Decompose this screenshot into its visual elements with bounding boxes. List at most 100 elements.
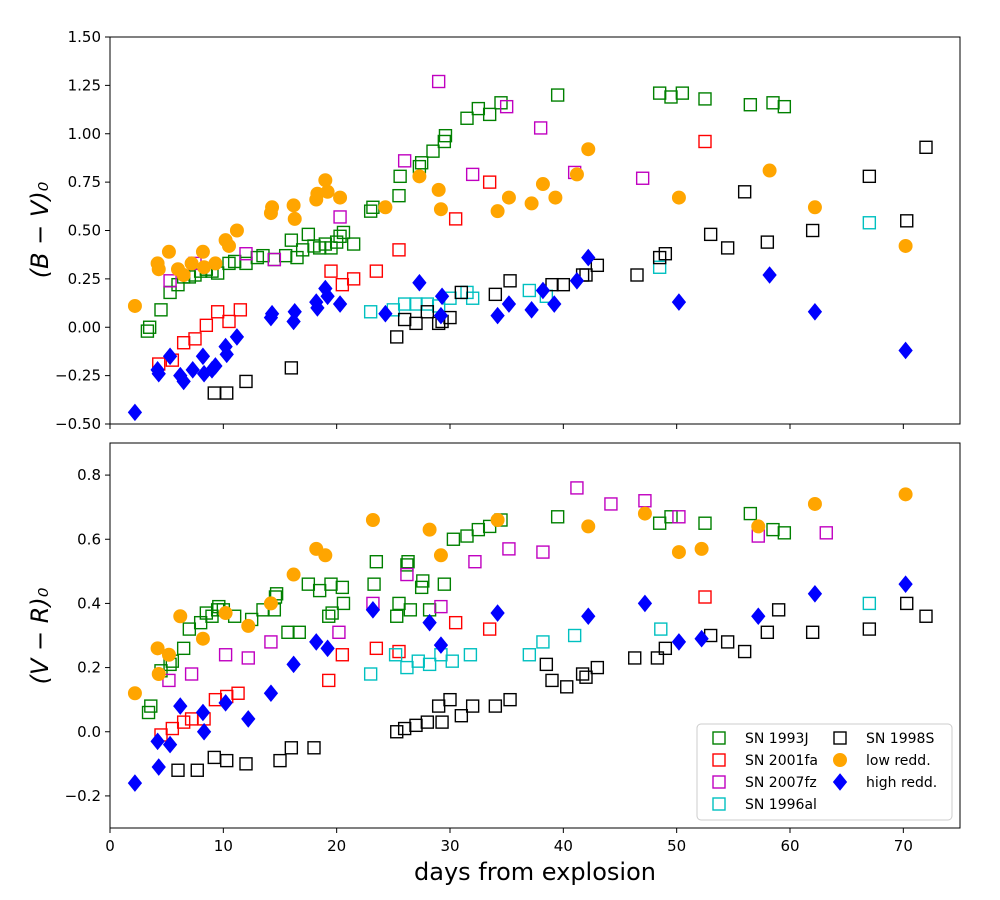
bv-ytick-label: −0.25 (55, 367, 101, 385)
vr-series-sn-2001fa (154, 590, 712, 742)
bv-ytick-label: 0.25 (68, 270, 101, 288)
vr-data-point (239, 757, 253, 771)
vr-data-point (390, 725, 404, 739)
bv-data-point (414, 156, 429, 170)
xlabel: days from explosion (414, 858, 656, 886)
bv-data-point (176, 372, 191, 391)
vr-data-point (401, 555, 415, 569)
vr-data-point (766, 522, 780, 537)
vr-data-point (363, 667, 378, 681)
vr-data-point (324, 577, 338, 591)
vr-data-point (448, 615, 463, 630)
bv-data-point (176, 268, 191, 283)
vr-data-point (694, 541, 709, 556)
bv-data-point (161, 244, 176, 259)
bv-data-point (284, 233, 299, 247)
bv-data-point (393, 169, 407, 184)
vr-data-point (162, 673, 176, 688)
bv-data-point (378, 200, 393, 215)
bv-data-point (318, 279, 333, 298)
bv-data-point (454, 285, 469, 300)
vr-data-point (144, 699, 158, 713)
bv-data-point (431, 74, 446, 89)
bv-data-point (378, 304, 393, 323)
bv-ytick-label: 1.25 (68, 76, 101, 94)
bv-data-point (397, 312, 412, 327)
vr-data-point (672, 510, 686, 524)
bv-data-point (369, 264, 384, 278)
bv-data-point (199, 318, 214, 333)
vr-data-point (220, 753, 234, 768)
bv-data-point (265, 200, 280, 215)
vr-data-point (322, 609, 336, 623)
bv-data-point (535, 177, 550, 192)
bv-data-point (127, 403, 143, 422)
bv-data-point (397, 154, 412, 168)
vr-data-point (182, 622, 197, 636)
legend-label: SN 1998S (866, 731, 934, 747)
bv-data-point (898, 341, 913, 360)
vr-data-point (286, 567, 301, 582)
bottom-panel-vr: 0 10 20 30 40 50 60 70 −0.2 0.0 0.2 0.4 0.6 0.8 (65, 442, 961, 855)
vr-data-point (176, 715, 191, 729)
vr-data-point (335, 648, 350, 662)
bv-data-point (501, 190, 516, 205)
bv-data-point (222, 314, 236, 329)
vr-data-point (658, 641, 673, 656)
vr-series-sn-1998s (171, 596, 933, 777)
legend-marker (712, 753, 726, 767)
vr-data-point (322, 673, 336, 688)
vr-data-point (184, 667, 199, 681)
bv-data-point (320, 184, 335, 199)
bv-data-point (264, 304, 280, 323)
bv-data-point (335, 277, 350, 292)
bv-ytick-label: 0.75 (68, 173, 101, 191)
legend-marker (712, 797, 726, 811)
bv-ytick-label: 1.50 (68, 28, 101, 46)
vr-data-point (335, 580, 350, 595)
xtick-label: 30 (440, 837, 459, 855)
bv-data-point (433, 202, 448, 217)
bv-data-point (720, 241, 735, 255)
bv-data-point (324, 264, 338, 278)
bv-ytick-label: −0.50 (55, 415, 101, 433)
bv-data-point (471, 101, 486, 116)
bv-data-point (185, 361, 200, 379)
vr-data-point (650, 651, 665, 665)
vr-data-point (196, 722, 212, 741)
vr-data-point (286, 655, 301, 674)
bv-data-point (286, 198, 301, 213)
bv-data-point (499, 99, 514, 114)
bv-data-point (222, 238, 236, 253)
bv-data-point (652, 86, 667, 100)
legend-label: SN 2007fz (745, 775, 817, 791)
bv-data-point (287, 211, 302, 226)
vr-data-point (771, 603, 786, 617)
bv-data-point (862, 169, 877, 184)
vr-data-point (369, 555, 384, 569)
bv-data-point (363, 305, 378, 319)
bv-data-point (219, 345, 234, 364)
vr-data-point (819, 526, 833, 540)
bv-data-point (163, 274, 177, 288)
legend-marker (712, 731, 726, 745)
bv-data-point (547, 295, 562, 313)
bv-data-point (671, 190, 686, 205)
vr-data-point (445, 654, 459, 668)
bv-series-sn-1993j (140, 86, 792, 338)
vr-data-point (777, 526, 792, 540)
bv-data-point (188, 332, 202, 346)
vr-data-point (545, 673, 559, 688)
vr-data-point (263, 596, 278, 611)
xtick-label: 0 (105, 837, 115, 855)
vr-data-point (309, 633, 324, 651)
bv-data-point (501, 295, 517, 313)
vr-data-point (416, 574, 430, 588)
legend-marker (833, 731, 847, 745)
vr-data-point (392, 596, 406, 611)
vr-data-point (397, 721, 412, 736)
vr-data-point (590, 660, 605, 675)
bv-data-point (397, 297, 412, 311)
vr-data-point (570, 481, 584, 495)
vr-data-point (898, 487, 913, 502)
